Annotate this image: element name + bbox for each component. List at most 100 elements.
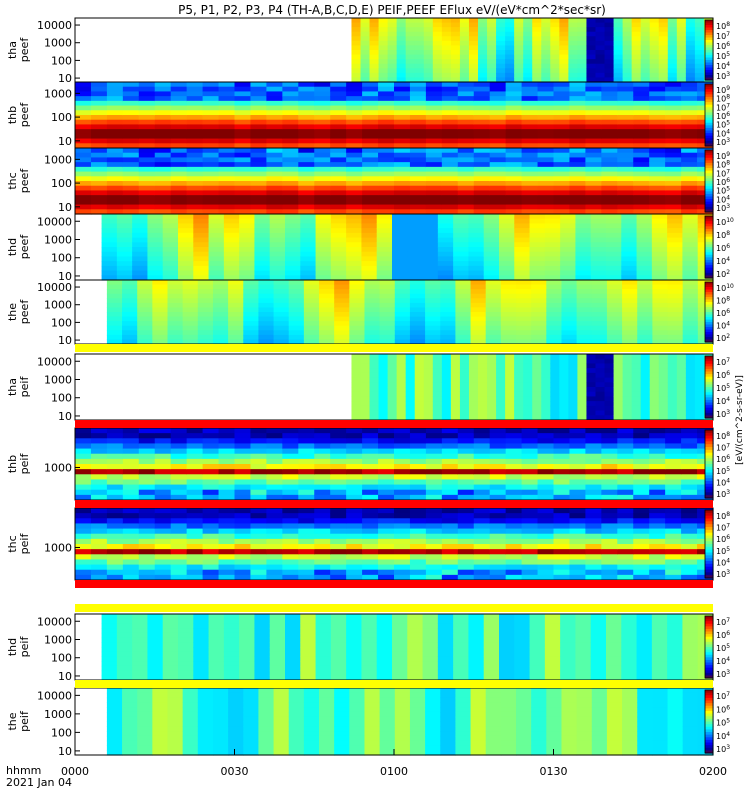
heatmap-cell — [407, 247, 424, 253]
heatmap-cell — [106, 443, 124, 450]
heatmap-cell — [633, 549, 650, 555]
heatmap-cell — [681, 96, 698, 102]
heatmap-cell — [282, 544, 299, 550]
heatmap-cell — [514, 232, 531, 239]
heatmap-cell — [441, 415, 452, 421]
heatmap-cell — [685, 354, 696, 360]
heatmap-cell — [485, 280, 502, 286]
heatmap-cell — [162, 665, 179, 672]
heatmap-cell — [591, 339, 608, 345]
heatmap-cell — [396, 387, 407, 393]
heatmap-cell — [617, 176, 634, 182]
heatmap-cell — [254, 614, 271, 620]
heatmap-cell — [649, 494, 666, 501]
heatmap-cell — [553, 474, 571, 481]
heatmap-cell — [407, 237, 424, 243]
heatmap-cell — [468, 401, 479, 407]
heatmap-cell — [489, 518, 507, 525]
heatmap-cell — [537, 443, 555, 450]
heatmap-cell — [586, 410, 597, 416]
colorbar-label: 103 — [716, 71, 730, 81]
heatmap-cell — [636, 242, 653, 248]
heatmap-cell — [409, 518, 427, 525]
heatmap-cell — [147, 256, 164, 262]
heatmap-cell — [550, 63, 560, 69]
heatmap-cell — [649, 469, 666, 475]
heatmap-cell — [250, 464, 267, 470]
heatmap-cell — [101, 251, 118, 258]
heatmap-cell — [633, 479, 650, 486]
heatmap-cell — [362, 508, 379, 514]
y-axis-label: peef — [18, 234, 31, 260]
heatmap-cell — [459, 27, 470, 33]
heatmap-cell — [577, 382, 588, 388]
colorbar-label: 107 — [716, 357, 730, 367]
heatmap-cell — [636, 265, 653, 272]
heatmap-cell — [234, 569, 252, 576]
heatmap-cell — [387, 36, 398, 42]
heatmap-cell — [392, 270, 408, 276]
heatmap-cell — [208, 651, 225, 658]
heatmap-cell — [266, 209, 283, 215]
heatmap-cell — [537, 162, 555, 168]
heatmap-cell — [387, 354, 398, 360]
heatmap-cell — [202, 138, 220, 144]
heatmap-cell — [590, 251, 607, 258]
heatmap-cell — [516, 325, 532, 331]
heatmap-cell — [178, 228, 194, 234]
heatmap-cell — [682, 307, 699, 313]
heatmap-cell — [346, 218, 363, 225]
y-tick-label: 1000 — [44, 233, 72, 246]
heatmap-cell — [457, 428, 475, 434]
heatmap-cell — [362, 438, 379, 445]
heatmap-cell — [298, 518, 315, 525]
heatmap-cell — [378, 72, 389, 79]
heatmap-cell — [379, 339, 396, 345]
heatmap-cell — [147, 656, 164, 662]
heatmap-cell — [197, 298, 214, 304]
heatmap-cell — [665, 544, 682, 550]
heatmap-cell — [487, 72, 497, 79]
heatmap-cell — [288, 284, 305, 290]
heatmap-cell — [633, 513, 650, 519]
heatmap-cell — [473, 489, 491, 496]
heatmap-cell — [568, 31, 579, 37]
heatmap-cell — [409, 162, 427, 168]
heatmap-cell — [269, 237, 286, 243]
heatmap-cell — [285, 247, 301, 253]
heatmap-cell — [369, 377, 380, 383]
heatmap-cell — [617, 523, 634, 530]
heatmap-cell — [586, 405, 597, 412]
heatmap-cell — [537, 489, 555, 496]
heatmap-cell — [685, 410, 696, 416]
heatmap-cell — [223, 623, 240, 629]
heatmap-cell — [414, 36, 425, 42]
heatmap-cell — [613, 31, 624, 37]
heatmap-cell — [496, 40, 506, 47]
heatmap-cell — [138, 508, 156, 514]
heatmap-cell — [640, 382, 651, 388]
heatmap-cell — [640, 40, 651, 47]
heatmap-cell — [577, 31, 588, 37]
heatmap-cell — [394, 523, 411, 530]
heatmap-cell — [601, 574, 618, 581]
heatmap-cell — [569, 138, 586, 144]
heatmap-cell — [544, 237, 561, 243]
heatmap-cell — [254, 247, 271, 253]
heatmap-cell — [376, 270, 393, 276]
heatmap-cell — [665, 554, 682, 561]
heatmap-cell — [414, 18, 425, 24]
colorbar-swatch — [705, 165, 713, 169]
heatmap-cell — [658, 54, 669, 60]
heatmap-cell — [298, 574, 315, 581]
heatmap-cell — [378, 564, 395, 571]
heatmap-cell — [122, 321, 138, 327]
heatmap-cell — [298, 195, 315, 201]
heatmap-cell — [250, 574, 267, 581]
heatmap-cell — [569, 574, 586, 581]
heatmap-cell — [208, 670, 225, 676]
heatmap-cell — [489, 166, 507, 173]
heatmap-cell — [364, 302, 381, 309]
heatmap-cell — [665, 195, 682, 201]
